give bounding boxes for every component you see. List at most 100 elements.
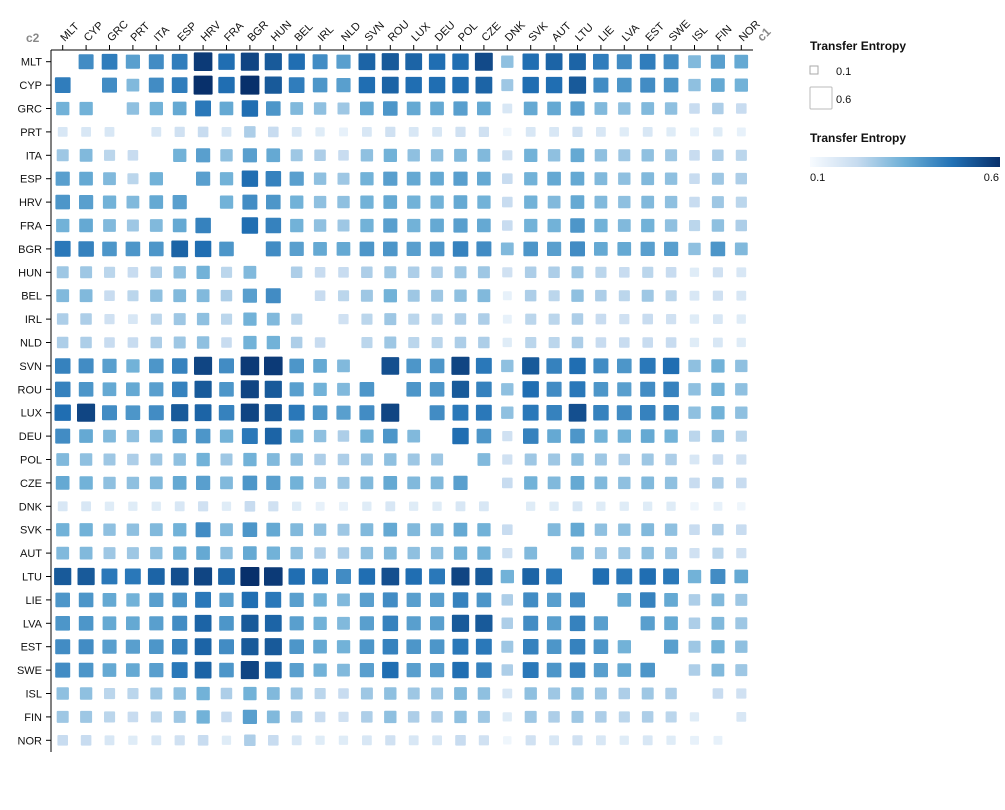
x-tick-label-ita: ITA <box>152 24 172 44</box>
heatmap-cell-dnk-isl <box>690 502 699 511</box>
heatmap-cell-isl-grc <box>104 688 116 700</box>
heatmap-cell-bel-isl <box>689 290 700 301</box>
heatmap-cell-cze-ita <box>149 476 163 490</box>
heatmap-cell-fra-hrv <box>195 217 211 234</box>
y-tick-label-isl: ISL <box>25 689 42 701</box>
heatmap-cell-nld-irl <box>314 337 326 348</box>
heatmap-cell-aut-cyp <box>79 546 93 560</box>
heatmap-cell-nor-isl <box>690 735 699 745</box>
heatmap-cell-nor-cze <box>478 735 489 746</box>
y-tick-label-lva: LVA <box>23 618 43 630</box>
heatmap-cell-lie-fin <box>711 593 725 607</box>
y-tick-label-hrv: HRV <box>19 197 43 209</box>
heatmap-cell-isl-nld <box>338 688 349 699</box>
heatmap-cell-prt-nld <box>339 127 348 137</box>
heatmap-cell-lie-esp <box>172 592 187 608</box>
heatmap-cell-swe-lva <box>617 663 632 677</box>
heatmap-cell-ltu-lva <box>616 568 633 585</box>
heatmap-cell-hrv-ita <box>149 195 164 209</box>
heatmap-cell-hun-ita <box>150 266 162 278</box>
heatmap-cell-fra-lux <box>407 218 421 233</box>
heatmap-cell-lie-ltu <box>570 592 585 608</box>
heatmap-cell-cyp-svk <box>522 76 539 94</box>
heatmap-cell-dnk-fra <box>221 501 232 511</box>
heatmap-cell-nor-est <box>642 735 653 746</box>
heatmap-cell-mlt-cze <box>474 52 493 71</box>
heatmap-cell-fin-lie <box>595 711 607 723</box>
heatmap-cell-swe-bgr <box>240 661 259 680</box>
heatmap-cell-prt-fin <box>713 127 723 137</box>
y-tick-label-lie: LIE <box>25 595 42 607</box>
heatmap-cell-cyp-lux <box>405 76 422 94</box>
heatmap-cell-deu-bgr <box>241 428 258 444</box>
heatmap-cell-cyp-svn <box>358 76 376 94</box>
heatmap-cell-isl-fra <box>220 687 233 700</box>
heatmap-cell-lux-grc <box>102 405 117 421</box>
heatmap-cell-deu-bel <box>290 429 304 443</box>
heatmap-cell-lie-grc <box>102 593 117 607</box>
heatmap-cell-dnk-nor <box>737 502 746 511</box>
heatmap-cell-svk-lux <box>407 523 421 537</box>
heatmap-cell-pol-lux <box>407 453 420 466</box>
heatmap-cell-lie-lva <box>617 593 632 607</box>
heatmap-cell-deu-dnk <box>502 431 513 442</box>
heatmap-cell-svn-lva <box>617 358 632 374</box>
heatmap-cell-bel-ita <box>150 289 163 302</box>
heatmap-cell-svn-hun <box>264 356 283 376</box>
heatmap-cell-lva-fra <box>219 616 234 631</box>
heatmap-cell-deu-aut <box>547 429 561 443</box>
heatmap-cell-mlt-cyp <box>78 54 94 70</box>
heatmap-cell-cze-hrv <box>196 475 211 490</box>
heatmap-cell-isl-deu <box>431 687 444 700</box>
heatmap-cell-bgr-cyp <box>78 241 94 257</box>
heatmap-cell-esp-fra <box>219 172 234 186</box>
heatmap-cell-grc-isl <box>689 103 700 114</box>
heatmap-cell-bgr-aut <box>547 241 562 256</box>
heatmap-cell-prt-grc <box>104 127 115 137</box>
heatmap-cell-swe-est <box>640 662 655 678</box>
heatmap-cell-irl-fra <box>221 313 233 325</box>
heatmap-cell-mlt-svn <box>358 53 376 71</box>
heatmap-cell-lux-svn <box>359 405 375 421</box>
y-tick-label-swe: SWE <box>17 665 42 677</box>
heatmap-cell-rou-grc <box>102 382 117 397</box>
heatmap-cell-svn-lux <box>406 358 421 374</box>
heatmap-cell-nor-deu <box>432 735 442 746</box>
heatmap-cell-aut-bgr <box>243 546 257 560</box>
heatmap-cell-esp-aut <box>547 171 561 186</box>
heatmap-cell-deu-swe <box>664 429 678 443</box>
heatmap-cell-est-deu <box>429 639 445 654</box>
heatmap-cell-nor-cyp <box>80 735 92 746</box>
heatmap-cell-cze-isl <box>689 477 700 489</box>
heatmap-cell-ltu-bgr <box>240 567 260 586</box>
heatmap-cell-svk-grc <box>103 523 116 536</box>
heatmap-cell-irl-rou <box>384 313 397 326</box>
heatmap-cell-irl-hrv <box>196 312 210 326</box>
heatmap-cell-swe-ltu <box>569 662 586 678</box>
heatmap-cell-nld-swe <box>665 337 677 348</box>
heatmap-cell-swe-lie <box>593 663 608 678</box>
heatmap-cell-pol-mlt <box>56 453 70 466</box>
x-tick-label-pol: POL <box>456 20 480 44</box>
heatmap-cell-mlt-fra <box>218 53 235 70</box>
heatmap-cell-lux-prt <box>125 405 141 420</box>
heatmap-cell-bgr-pol <box>452 241 469 257</box>
heatmap-cell-grc-svk <box>523 101 538 116</box>
heatmap-cell-swe-deu <box>430 663 445 678</box>
heatmap-cell-dnk-rou <box>385 501 396 512</box>
heatmap-cell-hun-pol <box>454 266 467 279</box>
heatmap-cell-prt-esp <box>174 126 185 137</box>
heatmap-cell-esp-deu <box>430 171 444 186</box>
heatmap-cell-bel-grc <box>104 290 115 301</box>
heatmap-cell-irl-deu <box>431 313 443 325</box>
heatmap-cell-cyp-irl <box>312 77 328 93</box>
heatmap-cell-aut-dnk <box>502 548 513 559</box>
heatmap-cell-pol-dnk <box>502 454 513 465</box>
heatmap-cell-swe-fin <box>711 663 725 677</box>
heatmap-cell-isl-rou <box>384 687 397 700</box>
heatmap-cell-isl-cze <box>477 687 491 700</box>
heatmap-cell-fra-nor <box>735 219 747 232</box>
heatmap-cell-svn-fra <box>219 358 234 374</box>
heatmap-cell-svn-bel <box>289 358 304 374</box>
heatmap-cell-lie-cze <box>476 592 492 608</box>
